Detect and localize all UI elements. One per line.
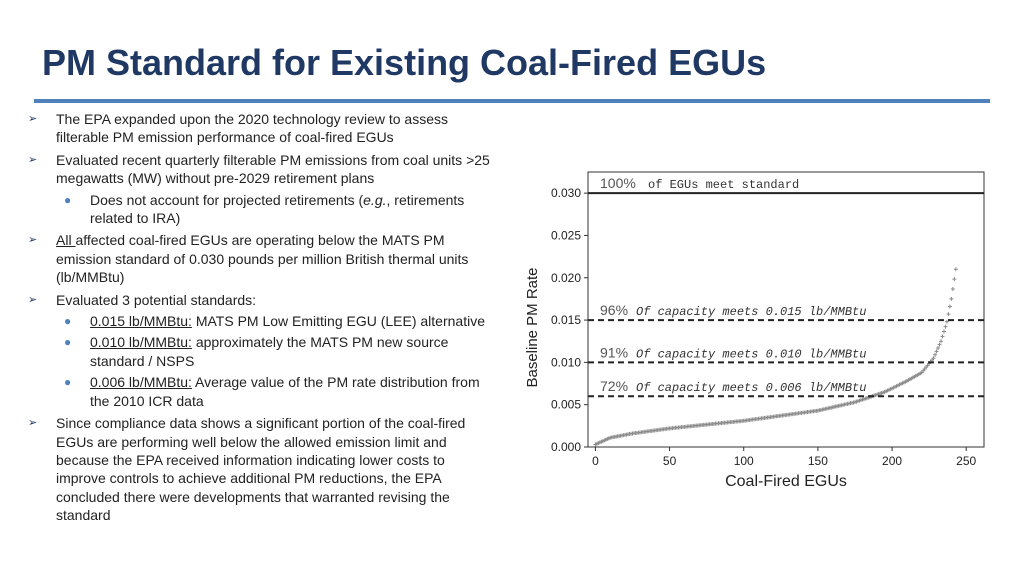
y-tick-label: 0.005 — [551, 398, 581, 412]
data-point — [938, 339, 943, 344]
option-description: MATS PM Low Emitting EGU (LEE) alternati… — [191, 313, 485, 330]
bullet-text: Since compliance data shows a significan… — [56, 415, 466, 524]
y-tick-label: 0.020 — [551, 271, 581, 285]
y-axis-label: Baseline PM Rate — [524, 267, 541, 387]
reference-label: Of capacity meets 0.015 lb/MMBtu — [636, 305, 866, 319]
y-tick-label: 0.030 — [551, 186, 581, 200]
bullet-text: Evaluated 3 potential standards: — [56, 291, 257, 308]
data-point — [947, 304, 952, 309]
pm-rate-chart: 0.000 0.005 0.010 0.015 0.020 0.025 0.030 0 50 10… — [500, 162, 1000, 498]
bullet-text: The EPA expanded upon the 2020 technolog… — [56, 111, 449, 146]
option-value: 0.015 lb/MMBtu: — [90, 313, 192, 330]
bullet-item: ➢ Evaluated recent quarterly filterable … — [28, 151, 498, 188]
data-point — [950, 287, 955, 292]
option-description: Average value of the PM rate distributio… — [90, 374, 480, 409]
bullet-text-italic: e.g. — [363, 191, 387, 208]
sub-bullet-item: ● Does not account for projected retirem… — [28, 191, 498, 228]
data-point — [944, 319, 949, 324]
data-point — [941, 329, 946, 334]
arrow-bullet-icon: ➢ — [28, 293, 38, 306]
x-tick-label: 100 — [734, 454, 754, 468]
option-value: 0.006 lb/MMBtu: — [90, 374, 192, 391]
bullet-text-underlined: All — [56, 232, 76, 249]
x-tick-label: 0 — [592, 454, 599, 468]
data-point — [937, 342, 942, 347]
reference-percent: 100% — [600, 175, 636, 191]
data-point — [940, 334, 945, 339]
bullet-list: ➢ The EPA expanded upon the 2020 technol… — [28, 106, 498, 525]
reference-label: of EGUs meet standard — [648, 178, 799, 192]
dot-bullet-icon: ● — [64, 192, 72, 207]
bullet-text-part: , retirements related to IRA) — [90, 191, 465, 227]
data-point — [952, 277, 957, 282]
arrow-bullet-icon: ➢ — [28, 417, 38, 430]
data-point — [936, 346, 941, 350]
sub-bullet-item: ● 0.010 lb/MMBtu: approximately the MATS… — [28, 333, 498, 370]
data-point — [934, 349, 939, 354]
data-point — [946, 312, 951, 317]
x-tick-label: 200 — [882, 454, 902, 468]
x-tick-label: 50 — [663, 454, 677, 468]
x-tick-label: 150 — [808, 454, 828, 468]
title-divider — [34, 99, 990, 103]
reference-label: Of capacity meets 0.010 lb/MMBtu — [636, 347, 866, 361]
data-point — [949, 296, 954, 301]
slide-title: PM Standard for Existing Coal-Fired EGUs — [42, 42, 767, 83]
plot-frame — [587, 171, 985, 448]
data-point — [953, 267, 958, 272]
bullet-item: ➢ Evaluated 3 potential standards: — [28, 291, 498, 309]
bullet-text: affected coal-fired EGUs are operating b… — [56, 232, 469, 286]
dot-bullet-icon: ● — [64, 314, 72, 329]
dot-bullet-icon: ● — [64, 335, 72, 350]
data-point — [933, 352, 938, 357]
reference-label: Of capacity meets 0.006 lb/MMBtu — [636, 381, 866, 395]
bullet-item: ➢ Since compliance data shows a signific… — [28, 414, 498, 524]
y-tick-label: 0.010 — [551, 355, 581, 369]
arrow-bullet-icon: ➢ — [28, 153, 38, 166]
chart-svg: 0.000 0.005 0.010 0.015 0.020 0.025 0.030 0 50 10… — [524, 171, 985, 490]
bullet-item: ➢ All affected coal-fired EGUs are opera… — [28, 231, 498, 286]
arrow-bullet-icon: ➢ — [28, 113, 38, 125]
sub-bullet-item: ● 0.006 lb/MMBtu: Average value of the P… — [28, 373, 498, 410]
arrow-bullet-icon: ➢ — [28, 234, 38, 247]
bullet-text: Evaluated recent quarterly filterable PM… — [56, 151, 490, 187]
sub-bullet-item: ● 0.015 lb/MMBtu: MATS PM Low Emitting E… — [28, 312, 498, 330]
x-axis-label: Coal-Fired EGUs — [725, 473, 847, 490]
option-value: 0.010 lb/MMBtu: — [90, 334, 192, 351]
y-tick-label: 0.000 — [551, 440, 581, 454]
reference-percent: 72% — [600, 378, 628, 394]
bullet-item: ➢ The EPA expanded upon the 2020 technol… — [28, 110, 498, 147]
reference-percent: 91% — [600, 344, 628, 360]
reference-percent: 96% — [600, 302, 628, 318]
x-tick-label: 250 — [956, 454, 976, 468]
data-point — [931, 356, 936, 361]
option-description: approximately the MATS PM new source sta… — [90, 334, 449, 369]
y-tick-label: 0.025 — [551, 228, 581, 242]
dot-bullet-icon: ● — [64, 375, 72, 390]
bullet-text-part: Does not account for projected retiremen… — [90, 191, 364, 208]
data-point — [943, 324, 948, 329]
y-tick-label: 0.015 — [551, 313, 581, 327]
